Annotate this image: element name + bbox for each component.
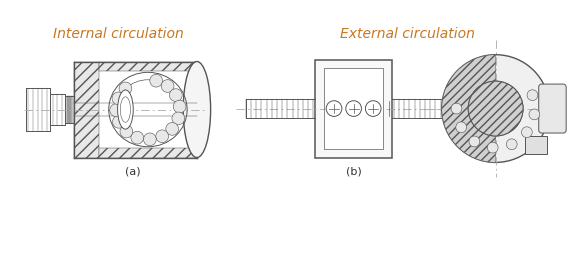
- Circle shape: [469, 136, 480, 147]
- FancyBboxPatch shape: [539, 84, 566, 133]
- Circle shape: [365, 101, 381, 116]
- Circle shape: [150, 74, 162, 87]
- Circle shape: [326, 101, 342, 116]
- Bar: [74, 62, 99, 157]
- Bar: [324, 68, 383, 149]
- Circle shape: [527, 90, 538, 100]
- Circle shape: [112, 116, 126, 128]
- Circle shape: [468, 81, 523, 136]
- Circle shape: [521, 127, 532, 138]
- Circle shape: [131, 131, 143, 144]
- Circle shape: [451, 103, 462, 114]
- FancyBboxPatch shape: [316, 60, 392, 157]
- Circle shape: [110, 104, 123, 116]
- FancyBboxPatch shape: [525, 136, 547, 154]
- Circle shape: [468, 81, 523, 136]
- Circle shape: [143, 133, 156, 146]
- Circle shape: [169, 89, 182, 102]
- Circle shape: [506, 139, 517, 150]
- Circle shape: [529, 109, 540, 120]
- Text: Internal circulation: Internal circulation: [53, 27, 184, 41]
- Text: (a): (a): [126, 166, 141, 176]
- Circle shape: [166, 123, 179, 135]
- Circle shape: [172, 112, 185, 125]
- Circle shape: [346, 101, 362, 116]
- Circle shape: [156, 130, 169, 143]
- Wedge shape: [442, 55, 495, 163]
- Ellipse shape: [118, 90, 133, 129]
- Text: (b): (b): [346, 166, 362, 176]
- Circle shape: [442, 55, 550, 163]
- Circle shape: [161, 80, 174, 92]
- Circle shape: [173, 100, 186, 113]
- Bar: [99, 62, 197, 71]
- Circle shape: [112, 92, 125, 105]
- Circle shape: [487, 142, 498, 153]
- Circle shape: [119, 82, 132, 95]
- Circle shape: [120, 125, 132, 138]
- Bar: [99, 148, 197, 157]
- Circle shape: [456, 122, 467, 133]
- Text: External circulation: External circulation: [340, 27, 475, 41]
- Ellipse shape: [183, 62, 211, 157]
